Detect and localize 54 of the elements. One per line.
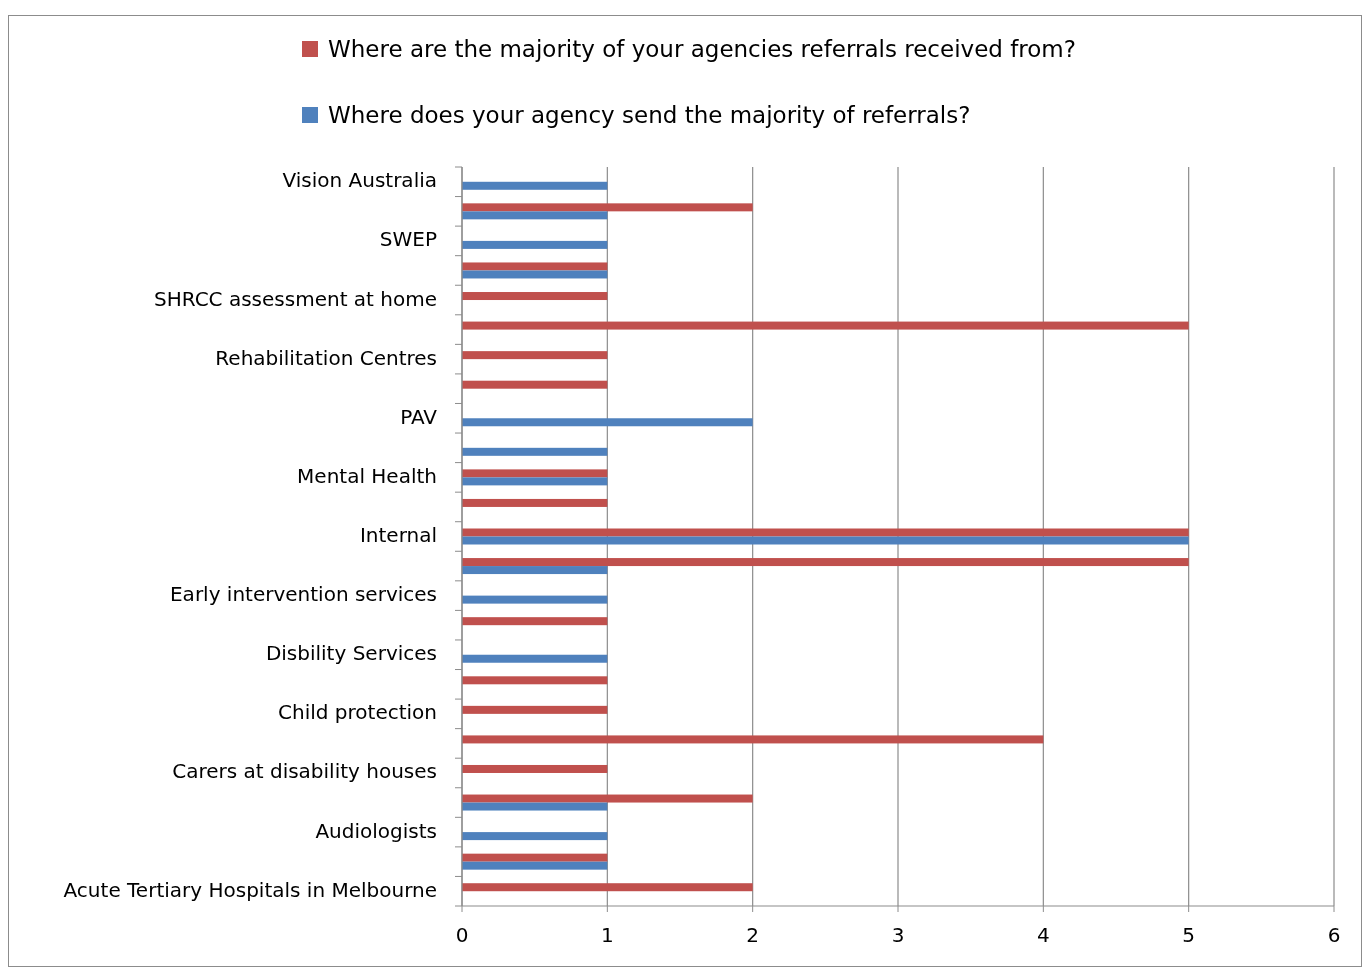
bar: [462, 211, 608, 220]
y-tick-label: Child protection: [278, 700, 437, 725]
y-tick-label: Disbility Services: [265, 641, 437, 666]
bar: [462, 861, 608, 870]
bar: [462, 536, 1189, 545]
bar: [462, 764, 608, 773]
bar: [462, 595, 608, 604]
bar: [462, 181, 608, 190]
bar: [462, 380, 608, 389]
legend-label: Where does your agency send the majority of referrals?: [328, 101, 971, 128]
bar: [462, 832, 608, 841]
bar: [462, 351, 608, 360]
y-tick-label: Early intervention services: [169, 582, 437, 607]
bar: [462, 883, 753, 892]
y-tick-label: SHRCC assessment at home: [154, 286, 437, 311]
y-tick-label: Acute Tertiary Hospitals in Melbourne: [63, 877, 437, 902]
bar: [462, 794, 753, 803]
x-tick-label: 2: [746, 923, 760, 947]
bar: [462, 654, 608, 663]
x-tick-label: 0: [455, 923, 469, 947]
bar: [462, 477, 608, 486]
bar: [462, 735, 1044, 744]
x-tick-label: 5: [1182, 923, 1196, 947]
bar: [462, 705, 608, 714]
bar: [462, 240, 608, 249]
y-tick-label: SWEP: [379, 227, 437, 252]
y-tick-label: PAV: [400, 404, 438, 429]
y-tick-label: Audiologists: [315, 818, 437, 843]
bar: [462, 802, 608, 811]
bar: [462, 270, 608, 279]
y-tick-label: Internal: [359, 523, 437, 547]
y-tick-label: Mental Health: [297, 463, 437, 488]
bar: [462, 528, 1189, 537]
x-tick-label: 6: [1327, 923, 1341, 947]
bar: [462, 676, 608, 685]
y-tick-label: Carers at disability houses: [172, 759, 437, 784]
x-tick-label: 3: [891, 923, 905, 947]
y-tick-label: Vision Australia: [282, 168, 437, 193]
bar: [462, 469, 608, 478]
bar: [462, 418, 753, 427]
x-tick-label: 4: [1036, 923, 1050, 947]
bar: [462, 498, 608, 507]
bar: [462, 853, 608, 862]
x-tick-label: 1: [600, 923, 614, 947]
bar: [462, 292, 608, 301]
bar: [462, 321, 1189, 330]
y-tick-label: Rehabilitation Centres: [215, 345, 437, 370]
bar: [462, 617, 608, 626]
bar: [462, 203, 753, 212]
legend-label: Where are the majority of your agencies referrals received from?: [328, 35, 1076, 62]
bar: [462, 262, 608, 271]
bar: [462, 566, 608, 575]
bar: [462, 447, 608, 456]
bar: [462, 558, 1189, 567]
